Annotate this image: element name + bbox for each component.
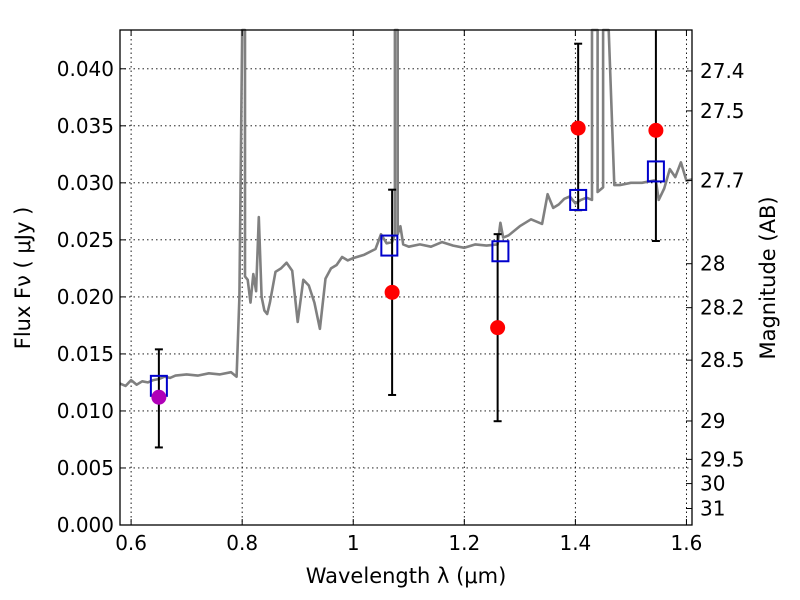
y2-axis-label: Magnitude (AB)	[756, 196, 780, 359]
y-tick-label: 0.005	[57, 456, 114, 480]
magnitude-tick-label: 28	[700, 252, 725, 276]
photometry-point	[384, 284, 400, 300]
x-tick-label: 1.2	[448, 531, 480, 555]
y-tick-label: 0.040	[57, 57, 114, 81]
x-tick-label: 1	[347, 531, 360, 555]
x-tick-label: 1.6	[671, 531, 703, 555]
grid	[120, 30, 692, 526]
model-flux-box	[491, 240, 510, 263]
y-tick-label: 0.035	[57, 114, 114, 138]
model-flux-box	[569, 188, 588, 211]
y-tick-label: 0.025	[57, 228, 114, 252]
y-tick-label: 0.015	[57, 342, 114, 366]
magnitude-tick-label: 27.5	[700, 99, 745, 123]
x-tick-label: 0.6	[115, 531, 147, 555]
x-tick-label: 0.8	[226, 531, 258, 555]
x-tick-labels: 0.6 0.8 1 1.2 1.4 1.6	[115, 531, 702, 555]
photometry-point	[570, 120, 586, 136]
model-flux-box	[380, 234, 399, 257]
photometry-errorbars	[154, 30, 660, 449]
magnitude-tick-label: 31	[700, 497, 725, 521]
y-axis-label: Flux Fν ( μJy )	[11, 207, 35, 350]
photometry-point	[151, 389, 167, 405]
y-tick-labels: 0.000 0.005 0.010 0.015 0.020 0.025 0.030 0.035…	[57, 57, 114, 537]
spectrum-series	[119, 28, 693, 388]
magnitude-tick-label: 28.2	[700, 296, 745, 320]
plot-frame	[119, 29, 693, 526]
x-tick-label: 1.4	[559, 531, 591, 555]
photometry-point	[648, 122, 664, 138]
magnitude-tick-label: 27.7	[700, 169, 745, 193]
spectrum-line	[119, 28, 693, 388]
magnitude-tick-label: 28.5	[700, 348, 745, 372]
photometry-point	[490, 320, 506, 336]
y-tick-label: 0.000	[57, 513, 114, 537]
magnitude-tick-label: 30	[700, 472, 725, 496]
y-tick-label: 0.010	[57, 399, 114, 423]
model-flux-boxes	[149, 160, 665, 397]
x-axis-label: Wavelength λ (μm)	[306, 564, 507, 588]
photometry-points	[151, 120, 664, 405]
axis-ticks	[120, 30, 692, 526]
magnitude-tick-label: 29	[700, 409, 725, 433]
y-tick-label: 0.030	[57, 171, 114, 195]
magnitude-tick-label: 29.5	[700, 447, 745, 471]
y-tick-label: 0.020	[57, 285, 114, 309]
magnitude-tick-label: 27.4	[700, 59, 745, 83]
model-flux-box	[646, 160, 665, 183]
